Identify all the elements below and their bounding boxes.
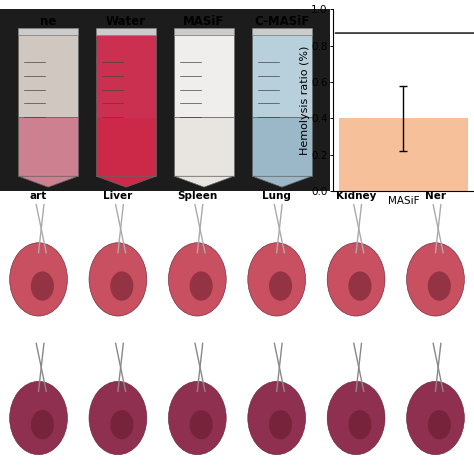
Ellipse shape [110,410,133,439]
Polygon shape [174,176,234,187]
Polygon shape [18,176,78,187]
Ellipse shape [190,410,213,439]
Ellipse shape [407,382,465,455]
Bar [96,27,156,35]
Ellipse shape [248,382,306,455]
Ellipse shape [9,382,67,455]
Ellipse shape [327,382,385,455]
Text: C-MASiF: C-MASiF [255,15,310,28]
Ellipse shape [89,243,147,316]
Ellipse shape [190,272,213,301]
Text: ne: ne [40,15,56,28]
Ellipse shape [110,272,133,301]
FancyBboxPatch shape [252,117,312,176]
Ellipse shape [168,243,226,316]
Text: Lung: Lung [262,191,291,201]
FancyBboxPatch shape [18,117,78,176]
Y-axis label: Hemolysis ratio (%): Hemolysis ratio (%) [300,46,310,155]
FancyBboxPatch shape [96,35,156,117]
Ellipse shape [89,382,147,455]
Ellipse shape [31,272,54,301]
Bar [252,27,312,35]
Ellipse shape [31,410,54,439]
FancyBboxPatch shape [96,117,156,176]
Text: Ner: Ner [425,191,446,201]
Ellipse shape [248,243,306,316]
Ellipse shape [407,243,465,316]
FancyBboxPatch shape [252,35,312,117]
FancyBboxPatch shape [174,35,234,117]
Text: Kidney: Kidney [336,191,376,201]
Bar [174,27,234,35]
FancyBboxPatch shape [18,35,78,117]
FancyBboxPatch shape [174,117,234,176]
Ellipse shape [428,410,451,439]
Bar [339,118,467,191]
Text: Water: Water [106,15,146,28]
Ellipse shape [327,243,385,316]
Polygon shape [252,176,312,187]
Ellipse shape [348,410,372,439]
Text: Spleen: Spleen [177,191,218,201]
Text: MASiF: MASiF [183,15,225,28]
Text: Liver: Liver [103,191,133,201]
Polygon shape [96,176,156,187]
Ellipse shape [428,272,451,301]
Ellipse shape [269,272,292,301]
Bar [18,27,78,35]
Ellipse shape [269,410,292,439]
Ellipse shape [9,243,67,316]
Text: art: art [30,191,47,201]
Ellipse shape [348,272,372,301]
Ellipse shape [168,382,226,455]
